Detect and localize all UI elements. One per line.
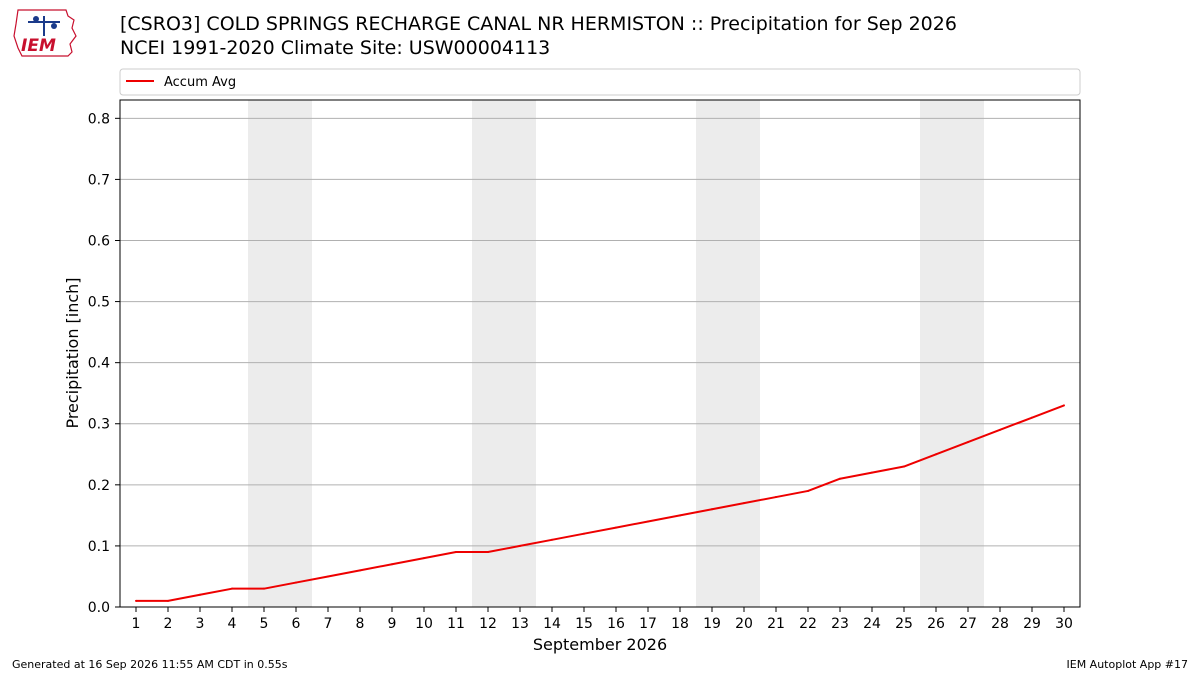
data-point — [679, 514, 681, 517]
xtick-label: 17 — [639, 616, 657, 632]
data-point — [359, 569, 361, 572]
xtick-label: 21 — [767, 616, 785, 632]
xtick-label: 7 — [324, 616, 333, 632]
data-point — [871, 471, 873, 474]
xtick-label: 28 — [991, 616, 1009, 632]
ytick-label: 0.6 — [88, 233, 110, 249]
y-axis-ticks: 0.0 0.1 0.2 0.3 0.4 0.5 0.6 0.7 0.8 — [88, 111, 120, 616]
chart-title: [CSRO3] COLD SPRINGS RECHARGE CANAL NR H… — [120, 12, 957, 60]
xtick-label: 14 — [543, 616, 561, 632]
ytick-label: 0.5 — [88, 295, 110, 311]
data-point — [551, 538, 553, 541]
data-point — [423, 557, 425, 560]
xtick-label: 23 — [831, 616, 849, 632]
xtick-label: 18 — [671, 616, 689, 632]
x-axis-ticks: 1 2 3 4 5 6 7 8 9 10 11 12 13 14 15 16 17 18 19 20 21 22 23 24 2… — [132, 607, 1073, 632]
data-point — [647, 520, 649, 523]
weekend-band-2 — [472, 100, 536, 607]
legend-box — [119, 68, 1081, 96]
data-point — [295, 581, 297, 584]
xtick-label: 15 — [575, 616, 593, 632]
weekend-band-4 — [920, 100, 984, 607]
xtick-label: 13 — [511, 616, 529, 632]
series-line-accum-avg — [136, 404, 1065, 602]
title-line-1: [CSRO3] COLD SPRINGS RECHARGE CANAL NR H… — [120, 13, 957, 35]
plot-frame — [119, 99, 1081, 608]
data-point — [1063, 404, 1065, 407]
data-point — [807, 489, 809, 492]
xtick-label: 27 — [959, 616, 977, 632]
xtick-label: 16 — [607, 616, 625, 632]
data-point — [487, 551, 489, 554]
data-point — [519, 544, 521, 547]
ytick-label: 0.2 — [88, 478, 110, 494]
xtick-label: 8 — [356, 616, 365, 632]
data-point — [935, 453, 937, 456]
xtick-label: 20 — [735, 616, 753, 632]
grid-lines — [120, 117, 1080, 547]
y-axis-label: Precipitation [inch] — [63, 277, 82, 428]
logo-text: IEM — [21, 36, 56, 56]
xtick-label: 1 — [132, 616, 141, 632]
xtick-label: 2 — [164, 616, 173, 632]
data-point — [839, 477, 841, 480]
data-point — [167, 599, 169, 602]
data-point — [231, 587, 233, 590]
xtick-label: 30 — [1055, 616, 1073, 632]
ytick-label: 0.7 — [88, 172, 110, 188]
xtick-label: 11 — [447, 616, 465, 632]
data-point — [327, 575, 329, 578]
xtick-label: 19 — [703, 616, 721, 632]
data-point — [743, 502, 745, 505]
weekend-band-1 — [248, 100, 312, 607]
weekend-band-3 — [696, 100, 760, 607]
data-point — [583, 532, 585, 535]
weekend-shading — [248, 100, 984, 607]
x-axis-label: September 2026 — [533, 635, 667, 654]
legend-label: Accum Avg — [164, 75, 236, 90]
ytick-label: 0.0 — [88, 600, 110, 616]
xtick-label: 22 — [799, 616, 817, 632]
ytick-label: 0.4 — [88, 356, 110, 372]
series-layer — [135, 404, 1065, 602]
xtick-label: 10 — [415, 616, 433, 632]
data-point — [1031, 416, 1033, 419]
ytick-label: 0.1 — [88, 539, 110, 555]
iem-logo: IEM — [13, 9, 77, 57]
xtick-label: 25 — [895, 616, 913, 632]
data-point — [775, 496, 777, 499]
xtick-label: 6 — [292, 616, 301, 632]
data-point — [711, 508, 713, 511]
footer-generated: Generated at 16 Sep 2026 11:55 AM CDT in… — [12, 658, 288, 671]
data-point — [999, 428, 1001, 431]
ytick-label: 0.3 — [88, 417, 110, 433]
data-point — [455, 551, 457, 554]
xtick-label: 12 — [479, 616, 497, 632]
title-line-2: NCEI 1991-2020 Climate Site: USW00004113 — [120, 37, 551, 59]
data-point — [615, 526, 617, 529]
xtick-label: 29 — [1023, 616, 1041, 632]
data-point — [903, 465, 905, 468]
xtick-label: 5 — [260, 616, 269, 632]
xtick-label: 26 — [927, 616, 945, 632]
data-point — [199, 593, 201, 596]
legend: Accum Avg — [119, 68, 1081, 96]
data-point — [263, 587, 265, 590]
ytick-label: 0.8 — [88, 111, 110, 127]
data-point — [391, 563, 393, 566]
data-point — [967, 441, 969, 444]
footer-app: IEM Autoplot App #17 — [1066, 658, 1189, 671]
data-point — [135, 599, 137, 602]
xtick-label: 3 — [196, 616, 205, 632]
xtick-label: 9 — [388, 616, 397, 632]
xtick-label: 4 — [228, 616, 237, 632]
xtick-label: 24 — [863, 616, 881, 632]
